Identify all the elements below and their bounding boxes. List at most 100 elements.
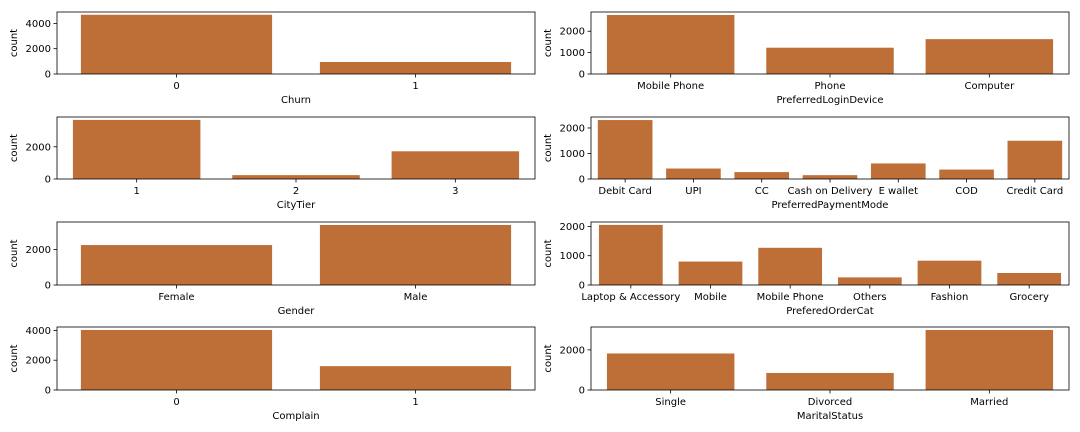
bar-1	[319, 366, 512, 390]
bar-cod	[939, 169, 994, 179]
bar-mobile	[678, 261, 743, 285]
x-tick-label: 0	[173, 81, 179, 92]
x-axis-label: PreferedOrderCat	[786, 306, 873, 317]
x-tick-label: Fashion	[931, 292, 969, 303]
x-tick-label: 0	[173, 397, 179, 408]
x-tick-label: Others	[853, 292, 887, 303]
x-tick-label: Mobile	[694, 292, 727, 303]
subplot-preferredlogindevice: Mobile Phone Phone Computer 0 1000 2000 Prefer…	[543, 11, 1070, 106]
subplot-citytier: 1 2 3 0 2000 CityTier count	[9, 116, 536, 211]
bar-others	[837, 277, 902, 285]
x-tick-label: UPI	[685, 186, 701, 197]
y-tick-label: 1000	[560, 149, 585, 160]
bar-1	[72, 119, 201, 179]
bar-0	[80, 14, 273, 75]
x-tick-label: CC	[755, 186, 769, 197]
bar-0	[80, 329, 273, 390]
x-tick-label: 1	[412, 397, 418, 408]
x-tick-label: 3	[452, 186, 458, 197]
subplot-preferedordercat: Laptop & Accessory Mobile Mobile Phone Othe…	[543, 221, 1070, 317]
y-axis-label: count	[543, 344, 554, 372]
bar-computer	[925, 39, 1054, 74]
y-tick-label: 2000	[560, 123, 585, 134]
x-tick-label: 1	[133, 186, 139, 197]
x-axis-label: MaritalStatus	[797, 411, 863, 422]
axes-frame	[590, 116, 1070, 180]
x-axis-label: PreferredLoginDevice	[776, 95, 883, 106]
y-tick-label: 2000	[26, 245, 51, 256]
bar-phone	[766, 47, 894, 74]
y-axis-label: count	[9, 134, 20, 162]
bar-laptop-accessory	[598, 224, 663, 285]
y-tick-label: 4000	[26, 326, 51, 337]
bar-2	[232, 175, 360, 179]
bar-male	[319, 225, 512, 285]
x-tick-label: Married	[970, 397, 1008, 408]
x-axis-label: PreferredPaymentMode	[772, 200, 889, 211]
bar-1	[319, 61, 512, 74]
x-tick-label: 2	[293, 186, 299, 197]
subplot-preferredpaymentmode: Debit Card UPI CC Cash on Delivery E wallet C…	[543, 116, 1070, 211]
bar-divorced	[766, 372, 894, 390]
x-tick-label: Divorced	[808, 397, 852, 408]
y-axis-label: count	[543, 134, 554, 162]
x-tick-label: Mobile Phone	[757, 292, 824, 303]
y-axis-label: count	[9, 239, 20, 267]
x-axis-label: Gender	[278, 306, 316, 317]
x-tick-label: Grocery	[1009, 292, 1049, 303]
subplot-churn: 0 1 0 2000 4000 Churn count	[9, 11, 536, 106]
x-axis-label: Churn	[281, 95, 311, 106]
y-axis-label: count	[543, 239, 554, 267]
bar-debit-card	[597, 120, 653, 179]
x-axis-label: Complain	[272, 411, 319, 422]
subplot-complain: 0 1 0 2000 4000 Complain count	[9, 326, 536, 422]
y-tick-label: 0	[579, 281, 585, 292]
y-tick-label: 1000	[560, 251, 585, 262]
y-tick-label: 2000	[560, 345, 585, 356]
x-tick-label: Phone	[815, 81, 846, 92]
bar-credit-card	[1007, 140, 1063, 179]
bar-grocery	[997, 272, 1062, 285]
bar-upi	[666, 168, 721, 179]
y-tick-label: 2000	[26, 142, 51, 153]
y-tick-label: 1000	[560, 48, 585, 59]
x-tick-label: Cash on Delivery	[788, 186, 873, 197]
subplot-gender: Female Male 0 2000 Gender count	[9, 221, 536, 317]
y-axis-label: count	[9, 29, 20, 57]
x-tick-label: Computer	[964, 81, 1015, 92]
bar-3	[391, 151, 520, 179]
x-tick-label: Debit Card	[598, 186, 651, 197]
y-tick-label: 2000	[560, 27, 585, 38]
y-tick-label: 0	[45, 281, 51, 292]
axes-frame	[56, 221, 536, 286]
bar-mobile-phone	[758, 247, 823, 285]
subplot-maritalstatus: Single Divorced Married 0 2000 MaritalStatus c…	[543, 326, 1070, 422]
y-tick-label: 0	[579, 386, 585, 397]
axes-frame	[590, 221, 1070, 286]
y-tick-label: 2000	[26, 44, 51, 55]
x-tick-label: Mobile Phone	[637, 81, 704, 92]
x-tick-label: E wallet	[879, 186, 919, 197]
y-tick-label: 4000	[26, 19, 51, 30]
x-tick-label: COD	[955, 186, 978, 197]
x-tick-label: Credit Card	[1007, 186, 1064, 197]
y-tick-label: 0	[45, 70, 51, 81]
bar-married	[925, 330, 1054, 390]
bar-mobile-phone	[606, 14, 735, 75]
y-tick-label: 2000	[560, 222, 585, 233]
bar-fashion	[917, 260, 982, 285]
x-tick-label: Single	[655, 397, 686, 408]
bar-single	[606, 353, 735, 390]
y-tick-label: 0	[45, 175, 51, 186]
bar-cc	[734, 172, 790, 179]
x-axis-label: CityTier	[277, 200, 316, 211]
y-axis-label: count	[9, 344, 20, 372]
x-tick-label: Female	[158, 292, 194, 303]
axes-frame	[56, 11, 536, 75]
x-tick-label: 1	[412, 81, 418, 92]
bar-e-wallet	[870, 163, 926, 179]
bar-female	[80, 245, 273, 285]
y-axis-label: count	[543, 29, 554, 57]
y-tick-label: 2000	[26, 356, 51, 367]
